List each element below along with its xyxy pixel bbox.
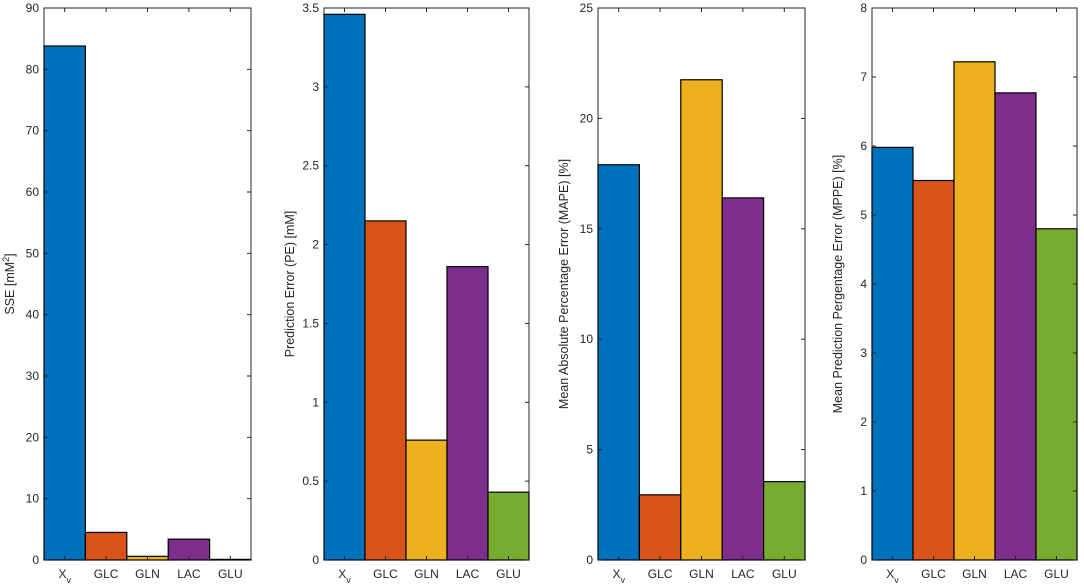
x-tick-label: GLN <box>135 567 160 581</box>
x-tick-label: LAC <box>177 567 201 581</box>
x-tick-label: GLU <box>772 567 797 581</box>
y-tick-label: 80 <box>26 62 40 76</box>
y-tick-label: 5 <box>860 208 867 222</box>
panel-2: 0 0.5 1 1.5 2 2.5 3 3.5 Xv GLC GLN LAC GLU Prediction… <box>283 1 530 585</box>
y-tick-label: 7 <box>860 70 867 84</box>
y-tick-label: 10 <box>26 492 40 506</box>
y-tick-label: 30 <box>26 369 40 383</box>
y-tick-label: 1.5 <box>302 316 319 330</box>
bar-lac <box>446 266 489 561</box>
x-tick-label: GLN <box>689 567 714 581</box>
x-tick-label: GLC <box>94 567 119 581</box>
y-tick-label: 3.5 <box>302 1 319 15</box>
y-tick-label: 20 <box>580 111 594 125</box>
x-tick-label: GLC <box>648 567 673 581</box>
x-tick-label: LAC <box>456 567 480 581</box>
y-tick-label: 0 <box>586 553 593 567</box>
y-tick-label: 90 <box>26 1 40 15</box>
y-tick-label: 6 <box>860 139 867 153</box>
y-tick-label: 25 <box>580 1 594 15</box>
bar-glu <box>762 481 806 561</box>
y-tick-label: 20 <box>26 430 40 444</box>
x-tick-label: Xv <box>612 567 625 585</box>
bar-xv <box>871 146 914 561</box>
y-tick-label: 4 <box>860 277 867 291</box>
bar-lac <box>721 197 765 561</box>
x-tick-label: Xv <box>338 567 351 585</box>
y-axis-label: SSE [mM2] <box>1 253 17 314</box>
y-tick-label: 10 <box>580 332 594 346</box>
x-tick-label: Xv <box>886 567 899 585</box>
panel-3: 0 5 10 15 20 25 Xv GLC GLN LAC GLU Mean Absolute Pe… <box>557 1 806 585</box>
x-tick-label: LAC <box>731 567 755 581</box>
x-tick-label: GLN <box>414 567 439 581</box>
y-tick-label: 3 <box>312 80 319 94</box>
y-tick-label: 40 <box>26 308 40 322</box>
bar-glc <box>364 220 407 561</box>
y-tick-label: 15 <box>580 222 594 236</box>
x-tick-label: GLN <box>962 567 987 581</box>
bar-gln <box>953 61 996 561</box>
panel-4: 0 1 2 3 4 5 6 7 8 Xv GLC GLN LAC GLU Mean Prediction P… <box>831 1 1078 585</box>
y-tick-label: 0 <box>32 553 39 567</box>
y-tick-label: 70 <box>26 124 40 138</box>
bar-glc <box>84 531 128 561</box>
y-tick-label: 2.5 <box>302 159 319 173</box>
y-tick-label: 2 <box>860 415 867 429</box>
bar-xv <box>43 45 87 561</box>
y-tick-label: 1 <box>860 484 867 498</box>
bar-glc <box>638 494 682 561</box>
bar-glu <box>487 491 530 561</box>
bar-xv <box>323 13 366 561</box>
y-axis-label: Mean Absolute Percentage Error (MAPE) [%… <box>557 159 571 409</box>
x-tick-label: GLU <box>496 567 521 581</box>
y-axis-label: Prediction Error (PE) [mM] <box>283 211 297 358</box>
bar-gln <box>680 79 723 561</box>
x-tick-label: GLU <box>218 567 243 581</box>
y-axis-label: Mean Prediction Pergentage Error (MPPE) … <box>831 155 845 413</box>
bar-lac <box>994 92 1037 561</box>
y-tick-label: 50 <box>26 246 40 260</box>
y-tick-label: 3 <box>860 346 867 360</box>
x-tick-label: Xv <box>58 567 71 585</box>
x-tick-label: LAC <box>1004 567 1028 581</box>
bar-glu <box>1035 228 1078 561</box>
y-tick-label: 2 <box>312 238 319 252</box>
bar-glc <box>912 179 955 561</box>
y-tick-label: 8 <box>860 1 867 15</box>
bar-xv <box>597 164 641 561</box>
y-tick-label: 60 <box>26 185 40 199</box>
x-tick-label: GLU <box>1044 567 1069 581</box>
bar-gln <box>405 439 448 561</box>
y-tick-label: 0.5 <box>302 474 319 488</box>
y-tick-label: 0 <box>860 553 867 567</box>
x-tick-label: GLC <box>921 567 946 581</box>
y-tick-label: 0 <box>312 553 319 567</box>
y-tick-label: 5 <box>586 443 593 457</box>
y-tick-label: 1 <box>312 395 319 409</box>
panel-1: 0 10 20 30 40 50 60 70 80 90 Xv GLC GLN LAC GLU SSE [mM… <box>1 1 252 585</box>
x-tick-label: GLC <box>373 567 398 581</box>
